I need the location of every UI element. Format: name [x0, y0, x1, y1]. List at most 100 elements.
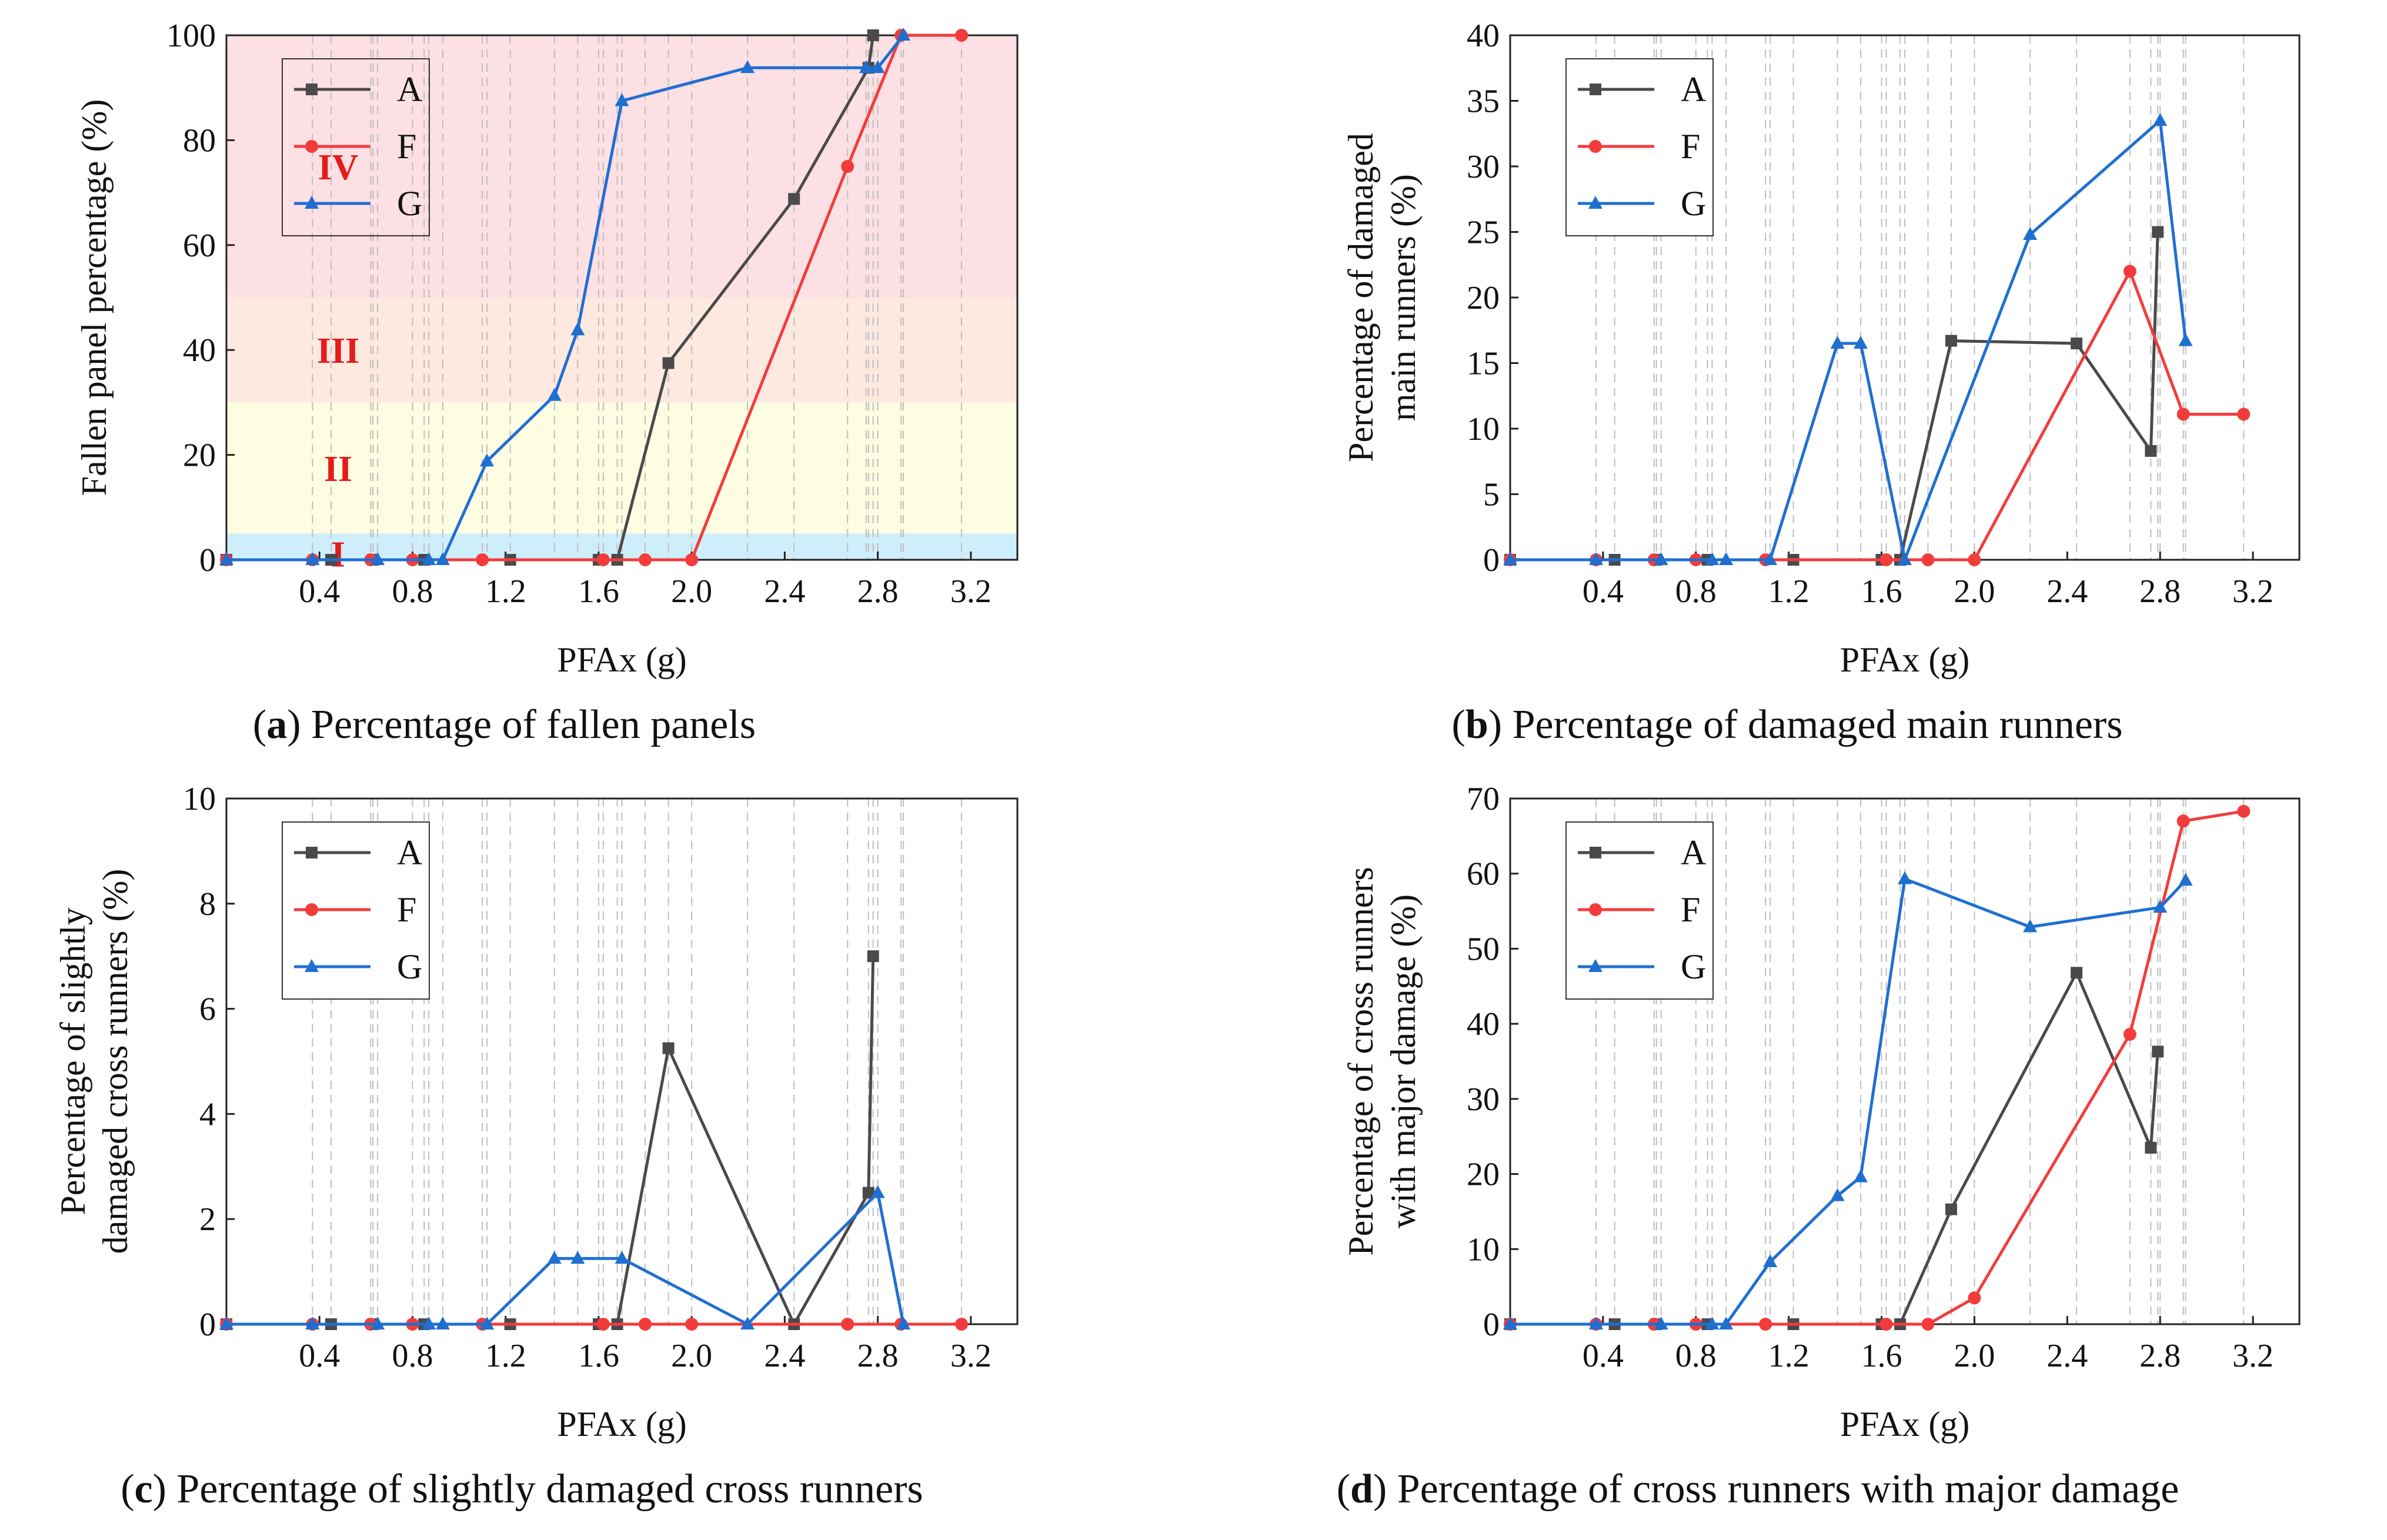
y-tick-label: 70 [1467, 781, 1500, 817]
y-tick-label: 80 [183, 122, 216, 159]
data-point-G [422, 1317, 436, 1329]
legend-marker-G [1588, 196, 1603, 209]
y-tick-label: 30 [1467, 1081, 1500, 1118]
legend: AFG [1565, 58, 1714, 236]
data-point-G [219, 552, 233, 565]
x-tick-label: 0.8 [392, 573, 433, 610]
data-point-A [788, 193, 800, 205]
y-tick-label: 0 [1483, 1307, 1500, 1343]
data-point-G [740, 60, 755, 74]
data-point-G [896, 28, 911, 41]
data-point-F [1921, 1318, 1935, 1331]
y-tick-label: 4 [199, 1096, 216, 1133]
data-point-F [476, 553, 489, 566]
x-tick-label: 1.6 [578, 1338, 619, 1374]
data-point-G [1589, 552, 1604, 565]
x-axis-title: PFAx (g) [1840, 1405, 1970, 1444]
y-axis-title: main runners (%) [1384, 174, 1423, 421]
data-point-G [1719, 1317, 1734, 1329]
data-point-G [615, 1251, 629, 1264]
x-tick-label: 0.4 [1583, 573, 1624, 610]
y-axis-title: with major damage (%) [1384, 894, 1423, 1228]
y-tick-label: 0 [1483, 542, 1500, 579]
data-point-A [662, 1042, 675, 1054]
legend-label-F: F [1681, 890, 1700, 929]
x-tick-label: 0.4 [299, 1338, 340, 1374]
x-tick-label: 0.8 [392, 1338, 433, 1374]
data-point-G [870, 60, 885, 74]
data-point-F [639, 1318, 652, 1331]
data-point-F [596, 553, 610, 566]
y-tick-label: 40 [1467, 1006, 1500, 1043]
legend: AFG [282, 821, 430, 1000]
data-point-G [370, 552, 385, 565]
data-point-G [370, 1317, 385, 1329]
legend-marker-A [306, 847, 318, 858]
legend-label-F: F [397, 127, 416, 166]
series-A [221, 950, 879, 1330]
data-point-G [1503, 1317, 1517, 1329]
band-label-III: III [317, 331, 359, 371]
data-point-G [1898, 871, 1912, 884]
data-point-G [2023, 226, 2038, 240]
data-point-F [1921, 553, 1935, 566]
legend-marker-F [1589, 903, 1602, 916]
data-point-G [305, 552, 320, 565]
band-label-II: II [324, 449, 352, 489]
data-point-F [685, 1318, 699, 1331]
data-point-G [1854, 336, 1868, 349]
y-tick-label: 10 [1467, 411, 1500, 447]
data-point-G [1719, 552, 1734, 565]
legend-marker-A [1590, 83, 1601, 95]
data-point-A [867, 29, 879, 41]
legend-marker-A [306, 83, 318, 95]
data-point-G [1763, 1254, 1778, 1267]
x-tick-label: 3.2 [950, 1338, 991, 1374]
data-point-G [1705, 1317, 1720, 1329]
y-tick-label: 20 [183, 437, 216, 474]
data-point-G [740, 1317, 755, 1329]
data-point-G [1503, 552, 1517, 565]
y-tick-label: 25 [1467, 215, 1500, 251]
y-tick-label: 60 [183, 228, 216, 264]
legend-label-A: A [1681, 70, 1706, 109]
y-tick-label: 2 [199, 1201, 216, 1238]
y-tick-label: 20 [1467, 280, 1500, 316]
x-tick-label: 3.2 [950, 573, 991, 610]
panel-caption: (b) Percentage of damaged main runners [1452, 702, 2123, 747]
band-label-IV: IV [318, 148, 359, 188]
legend-label-F: F [1681, 127, 1700, 166]
y-tick-label: 0 [199, 542, 216, 579]
data-point-G [422, 552, 436, 565]
y-tick-label: 5 [1483, 477, 1500, 513]
x-tick-label: 1.6 [1861, 573, 1902, 610]
data-point-G [435, 552, 450, 565]
data-point-F [841, 1318, 854, 1331]
panel-caption: (c) Percentage of slightly damaged cross… [121, 1466, 923, 1512]
series-line-G [226, 1191, 905, 1326]
data-point-G [480, 453, 495, 467]
x-tick-label: 1.2 [1768, 573, 1810, 610]
series-G [219, 1185, 911, 1329]
data-point-G [1854, 1169, 1868, 1182]
data-point-G [1589, 1317, 1604, 1329]
data-point-A [2152, 1045, 2164, 1058]
x-tick-label: 2.8 [857, 1338, 899, 1374]
y-tick-label: 10 [183, 781, 216, 817]
series-line-G [1510, 877, 2187, 1326]
data-point-G [2153, 900, 2168, 913]
legend-label-A: A [397, 70, 422, 109]
series-line-G [1510, 119, 2188, 562]
legend-marker-F [305, 140, 318, 153]
x-tick-label: 0.8 [1675, 1338, 1717, 1374]
x-tick-label: 0.4 [1583, 1338, 1624, 1374]
legend-label-G: G [1681, 947, 1706, 986]
y-tick-label: 30 [1467, 149, 1500, 185]
y-tick-label: 10 [1467, 1231, 1500, 1268]
y-axis-title: damaged cross runners (%) [96, 869, 135, 1254]
data-point-A [2145, 1141, 2157, 1154]
legend: AFG [282, 58, 430, 236]
panel-caption: (d) Percentage of cross runners with maj… [1337, 1466, 2179, 1512]
y-tick-label: 35 [1467, 83, 1500, 120]
